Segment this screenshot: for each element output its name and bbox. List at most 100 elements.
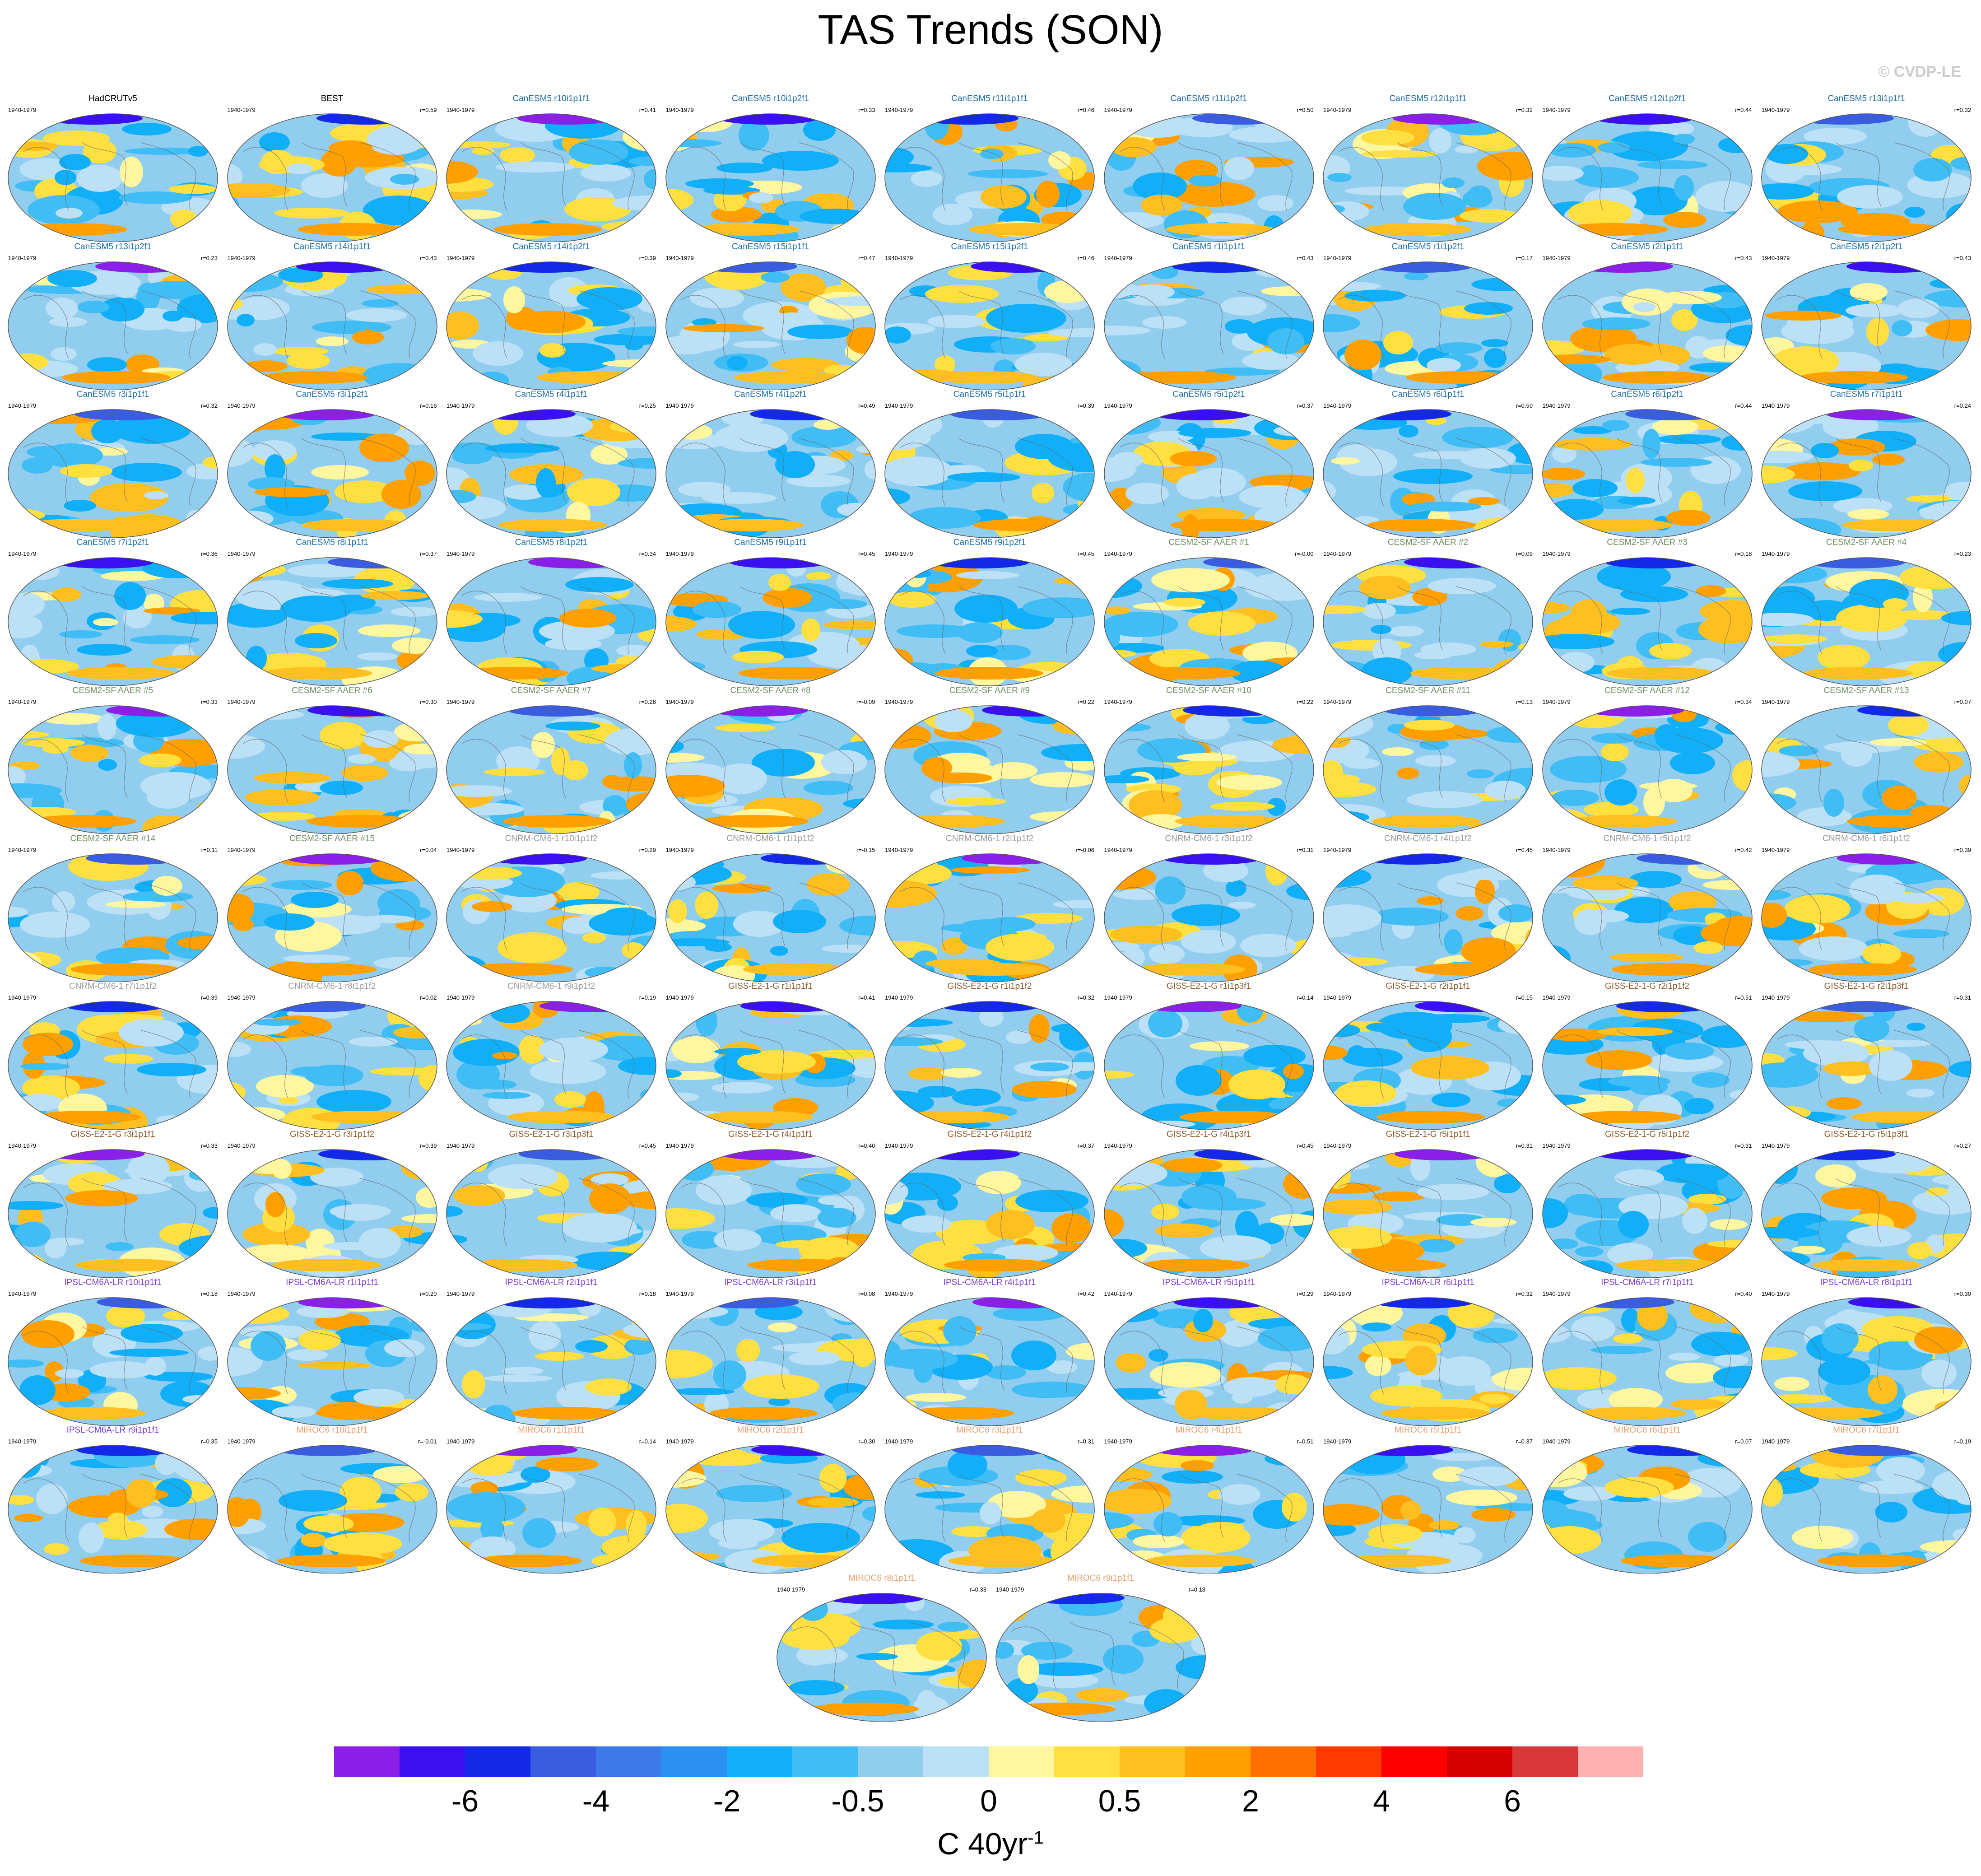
trend-region <box>1323 1401 1348 1419</box>
trend-map <box>1323 113 1533 242</box>
trend-region <box>1371 625 1391 634</box>
trend-region <box>286 163 313 174</box>
panel-correlation: r=0.20 <box>420 1290 437 1297</box>
trend-region <box>1655 727 1723 754</box>
trend-region <box>1171 904 1240 926</box>
panel-title: CanESM5 r11i1p2f1 <box>1170 94 1247 103</box>
trend-region <box>227 514 245 525</box>
trend-region <box>938 1622 968 1632</box>
coastline <box>900 1178 1073 1247</box>
trend-region <box>1907 1023 1925 1031</box>
trend-region <box>335 1208 385 1221</box>
panel-period: 1940-1979 <box>8 994 37 1001</box>
panel-correlation: r=0.31 <box>1297 846 1314 853</box>
trend-region <box>685 178 754 189</box>
panel-title: CNRM-CM6-1 r5i1p1f2 <box>1603 833 1691 843</box>
southern-ocean-region <box>935 667 1043 680</box>
panel-period: 1940-1979 <box>665 1142 694 1149</box>
trend-region <box>935 709 972 732</box>
coastline <box>1119 882 1293 950</box>
trend-region <box>1382 747 1414 756</box>
trend-region <box>1428 578 1496 595</box>
trend-region <box>732 651 784 664</box>
trend-region <box>1051 1213 1091 1243</box>
southern-ocean-region <box>1007 1703 1116 1715</box>
trend-region <box>1590 1345 1653 1354</box>
trend-map <box>227 705 437 834</box>
map-panel: CanESM5 r12i1p2f1 1940-1979 r=0.44 <box>1540 94 1755 243</box>
panel-correlation: r=0.11 <box>201 846 218 853</box>
arctic-region <box>1837 853 1936 865</box>
panel-correlation: r=0.22 <box>1297 698 1314 705</box>
panel-period: 1940-1979 <box>665 698 694 705</box>
trend-region <box>83 139 116 163</box>
map-outline <box>884 1001 1095 1130</box>
trend-region <box>296 1305 349 1318</box>
trend-region <box>142 1506 163 1518</box>
trend-region <box>916 1491 965 1499</box>
panel-correlation: r=0.22 <box>1077 698 1094 705</box>
trend-region <box>604 907 647 922</box>
trend-map <box>1542 261 1753 390</box>
trend-region <box>886 261 915 286</box>
panel-title: CanESM5 r14i1p1f1 <box>293 242 371 251</box>
panel-title: HadCRUTv5 <box>88 94 137 103</box>
trend-map <box>884 557 1095 686</box>
trend-region <box>1404 719 1455 731</box>
trend-region <box>1163 598 1205 607</box>
coastline <box>242 142 416 211</box>
coastline <box>1338 734 1511 803</box>
panel-period: 1940-1979 <box>8 402 37 410</box>
trend-map <box>1103 853 1314 982</box>
panel-title: CanESM5 r9i1p1f1 <box>734 538 807 548</box>
southern-ocean-region <box>743 963 851 976</box>
trend-region <box>1489 465 1533 475</box>
trend-region <box>1542 166 1584 181</box>
panel-period: 1940-1979 <box>885 550 913 558</box>
trend-region <box>1792 1245 1825 1254</box>
trend-region <box>446 490 476 504</box>
trend-region <box>155 1452 178 1476</box>
southern-ocean-region <box>704 1111 813 1124</box>
trend-region <box>171 612 218 625</box>
trend-region <box>1218 1484 1260 1505</box>
coastline <box>1119 586 1293 655</box>
map-panel: MIROC6 r8i1p1f1 1940-1979 r=0.33 <box>774 1573 989 1722</box>
trend-map <box>1761 853 1972 982</box>
trend-region <box>160 1380 215 1407</box>
trend-region <box>77 644 132 656</box>
trend-region <box>979 1008 1004 1027</box>
panel-title: CNRM-CM6-1 r8i1p1f2 <box>288 982 376 992</box>
trend-region <box>229 1554 257 1574</box>
trend-region <box>358 1227 401 1258</box>
southern-ocean-region <box>469 1258 577 1271</box>
trend-region <box>1372 1191 1425 1201</box>
map-panel: CanESM5 r8i1p1f1 1940-1979 r=0.37 <box>225 538 440 687</box>
panel-correlation: r=0.46 <box>1077 107 1094 113</box>
trend-region <box>1804 128 1867 145</box>
trend-region <box>1604 344 1661 365</box>
trend-region <box>714 423 788 452</box>
trend-map <box>446 705 656 834</box>
coastline <box>23 1326 196 1394</box>
trend-region <box>99 297 144 321</box>
panel-period: 1940-1979 <box>885 107 913 113</box>
trend-region <box>1264 1452 1314 1466</box>
trend-region <box>1673 134 1695 144</box>
southern-ocean-region <box>494 223 602 236</box>
trend-region <box>1892 320 1912 336</box>
map-panel: CanESM5 r10i1p2f1 1940-1979 r=0.33 <box>663 94 878 243</box>
trend-region <box>1432 1453 1494 1462</box>
trend-region <box>1187 611 1256 636</box>
map-panel: CanESM5 r1i1p2f1 1940-1979 r=0.17 <box>1321 242 1535 391</box>
trend-region <box>447 1492 525 1523</box>
trend-region <box>1511 859 1533 882</box>
map-outline <box>8 1001 218 1130</box>
southern-ocean-region <box>474 1555 582 1568</box>
trend-region <box>1629 1078 1668 1096</box>
map-outline <box>1761 261 1972 390</box>
trend-region <box>914 1360 933 1383</box>
panel-title: MIROC6 r7i1p1f1 <box>1833 1425 1900 1435</box>
trend-region <box>780 273 826 301</box>
map-outline <box>1761 1297 1972 1426</box>
